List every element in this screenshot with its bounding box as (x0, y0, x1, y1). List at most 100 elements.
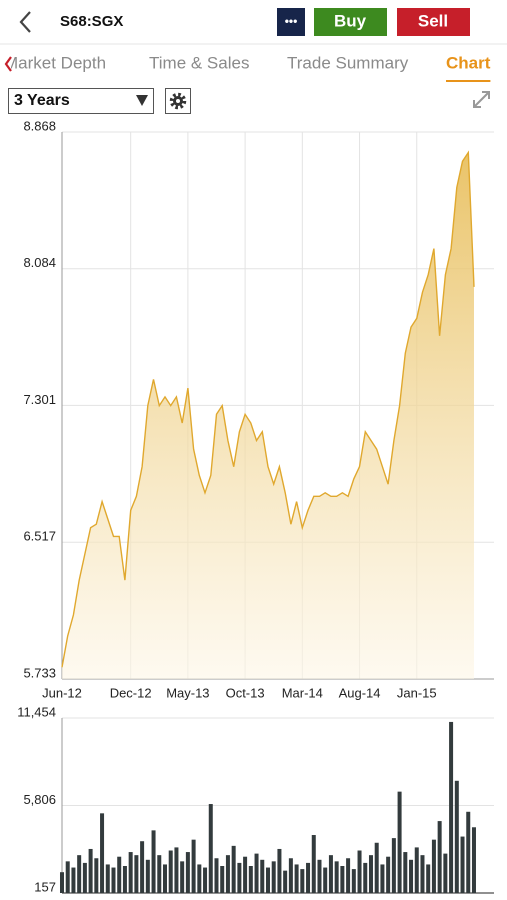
dropdown-arrow (136, 95, 148, 106)
volume-bar (208, 804, 213, 893)
volume-bar (191, 839, 196, 893)
volume-bar (460, 836, 465, 893)
y-tick-label: 5,806 (23, 792, 56, 807)
volume-bar (220, 865, 225, 893)
sell-label: Sell (418, 11, 448, 30)
volume-bar (340, 865, 345, 893)
volume-bar (185, 852, 190, 893)
tab[interactable]: Trade Summary (287, 53, 409, 72)
x-tick-label: Aug-14 (339, 685, 381, 700)
x-tick-label: Oct-13 (226, 685, 265, 700)
tab-scroll-left[interactable] (4, 56, 12, 72)
tab[interactable]: Chart (446, 53, 491, 72)
volume-bar (168, 850, 173, 893)
price-line (61, 150, 475, 668)
volume-bar (231, 845, 236, 893)
back-button[interactable] (19, 11, 31, 33)
volume-bar (145, 859, 150, 893)
volume-bar (214, 858, 219, 893)
volume-bar (311, 835, 316, 893)
volume-bar (180, 861, 185, 893)
y-tick-label: 8.084 (23, 255, 56, 270)
volume-bar (391, 838, 396, 893)
volume-bar (306, 862, 311, 893)
volume-bar (265, 867, 270, 893)
volume-bar (157, 855, 162, 893)
sell-button[interactable] (397, 8, 470, 36)
period-dropdown[interactable] (8, 88, 154, 114)
volume-bar (346, 858, 351, 893)
more-button[interactable] (277, 8, 305, 36)
volume-bar (277, 848, 282, 893)
more-label: ••• (285, 14, 298, 28)
volume-bar (100, 813, 105, 893)
volume-bar (248, 865, 253, 893)
volume-bar (386, 856, 391, 893)
period-label: 3 Years (14, 92, 70, 109)
volume-bar (59, 872, 65, 893)
settings-button[interactable] (165, 88, 191, 114)
volume-bar (300, 869, 305, 893)
tab[interactable]: Time & Sales (149, 53, 249, 72)
volume-bar (437, 821, 442, 893)
volume-bar (466, 811, 471, 893)
volume-bar (374, 842, 379, 893)
volume-bar (403, 852, 408, 893)
volume-bar (254, 853, 259, 893)
gear-hole (176, 99, 180, 103)
area-fill (62, 152, 474, 680)
volume-bar (431, 839, 436, 893)
volume-bar (162, 864, 167, 893)
volume-bar (426, 864, 431, 893)
volume-bar (243, 856, 248, 893)
volume-bar (105, 864, 110, 893)
volume-bar (317, 859, 322, 893)
x-tick-label: Jan-15 (397, 685, 437, 700)
volume-bar (203, 867, 208, 893)
y-tick-label: 11,454 (17, 704, 56, 719)
volume-bar (409, 859, 414, 893)
volume-bar (94, 858, 99, 893)
volume-bar (443, 853, 448, 893)
volume-bar (88, 848, 93, 893)
tab[interactable]: Market Depth (4, 53, 106, 72)
volume-bar (197, 864, 202, 893)
y-tick-label: 6.517 (23, 529, 56, 544)
buy-label: Buy (334, 11, 367, 30)
volume-bar (420, 855, 425, 893)
volume-bar (380, 864, 385, 893)
x-tick-label: May-13 (166, 685, 209, 700)
volume-bar (414, 847, 419, 893)
volume-bar (134, 855, 139, 893)
volume-bar (77, 855, 82, 893)
volume-bar (368, 855, 373, 893)
volume-bar (260, 859, 265, 893)
volume-bar (449, 721, 454, 893)
volume-bar (323, 867, 328, 893)
volume-bar (111, 867, 116, 893)
x-tick-label: Jun-12 (42, 685, 82, 700)
volume-bar (140, 841, 145, 893)
y-tick-label: 5.733 (23, 665, 56, 680)
y-tick-label: 8.868 (23, 118, 56, 133)
volume-bar (151, 830, 156, 893)
volume-bar (454, 780, 459, 893)
x-tick-label: Mar-14 (282, 685, 323, 700)
volume-bar (174, 847, 179, 893)
volume-bar (363, 862, 368, 893)
volume-bar (334, 861, 339, 893)
buy-button[interactable] (314, 8, 387, 36)
volume-bar (237, 862, 242, 893)
volume-bar (71, 867, 76, 893)
volume-bar (271, 861, 276, 893)
y-tick-label: 7.301 (23, 392, 56, 407)
volume-bar (288, 858, 293, 893)
volume-bar (128, 852, 133, 893)
expand-button[interactable] (473, 91, 490, 108)
gear-teeth (169, 92, 187, 110)
y-tick-label: 157 (34, 879, 56, 894)
volume-bar (122, 865, 127, 893)
volume-bar (397, 791, 402, 893)
volume-bar (357, 850, 362, 893)
